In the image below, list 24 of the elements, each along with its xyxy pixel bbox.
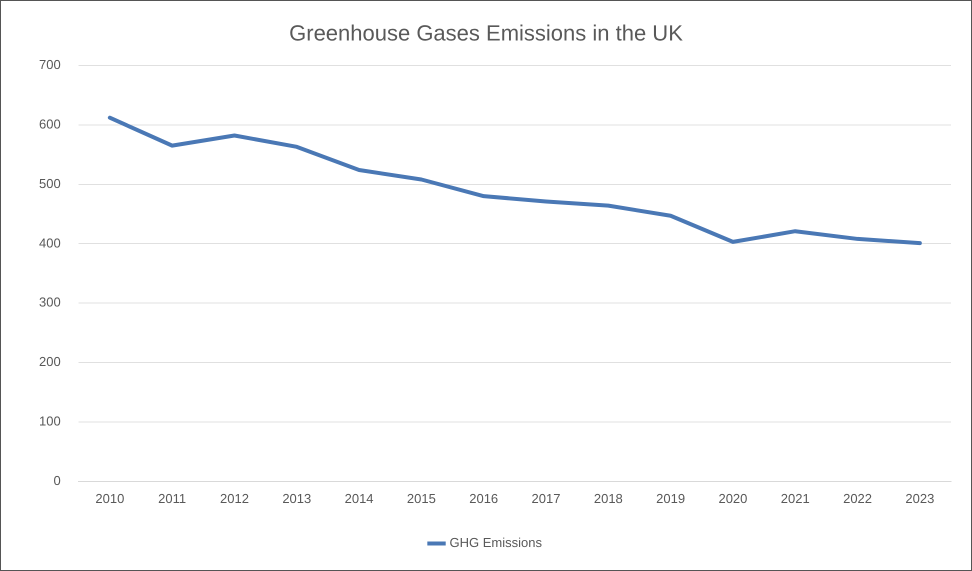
x-tick-label: 2018 xyxy=(594,490,623,506)
y-tick-label: 600 xyxy=(38,116,61,132)
y-tick-label: 200 xyxy=(38,354,61,370)
x-tick-label: 2023 xyxy=(905,490,934,506)
x-tick-label: 2016 xyxy=(469,490,498,506)
y-tick-label: 400 xyxy=(38,235,61,250)
x-tick-label: 2012 xyxy=(220,490,249,506)
x-tick-label: 2014 xyxy=(344,490,374,506)
x-tick-label: 2017 xyxy=(532,490,560,506)
y-tick-label: 0 xyxy=(53,472,61,488)
x-tick-label: 2022 xyxy=(843,490,872,506)
x-tick-label: 2010 xyxy=(95,490,124,506)
x-tick-label: 2011 xyxy=(158,490,186,506)
legend-label: GHG Emissions xyxy=(450,535,542,550)
x-tick-label: 2020 xyxy=(718,490,748,506)
x-tick-label: 2019 xyxy=(656,490,686,506)
y-tick-label: 500 xyxy=(38,176,61,191)
y-tick-label: 700 xyxy=(38,56,61,72)
x-tick-label: 2013 xyxy=(282,490,312,506)
y-tick-label: 100 xyxy=(38,414,61,429)
chart-title: Greenhouse Gases Emissions in the UK xyxy=(289,20,684,46)
x-tick-label: 2015 xyxy=(406,490,436,506)
y-tick-label: 300 xyxy=(38,294,61,310)
x-tick-label: 2021 xyxy=(780,490,810,506)
